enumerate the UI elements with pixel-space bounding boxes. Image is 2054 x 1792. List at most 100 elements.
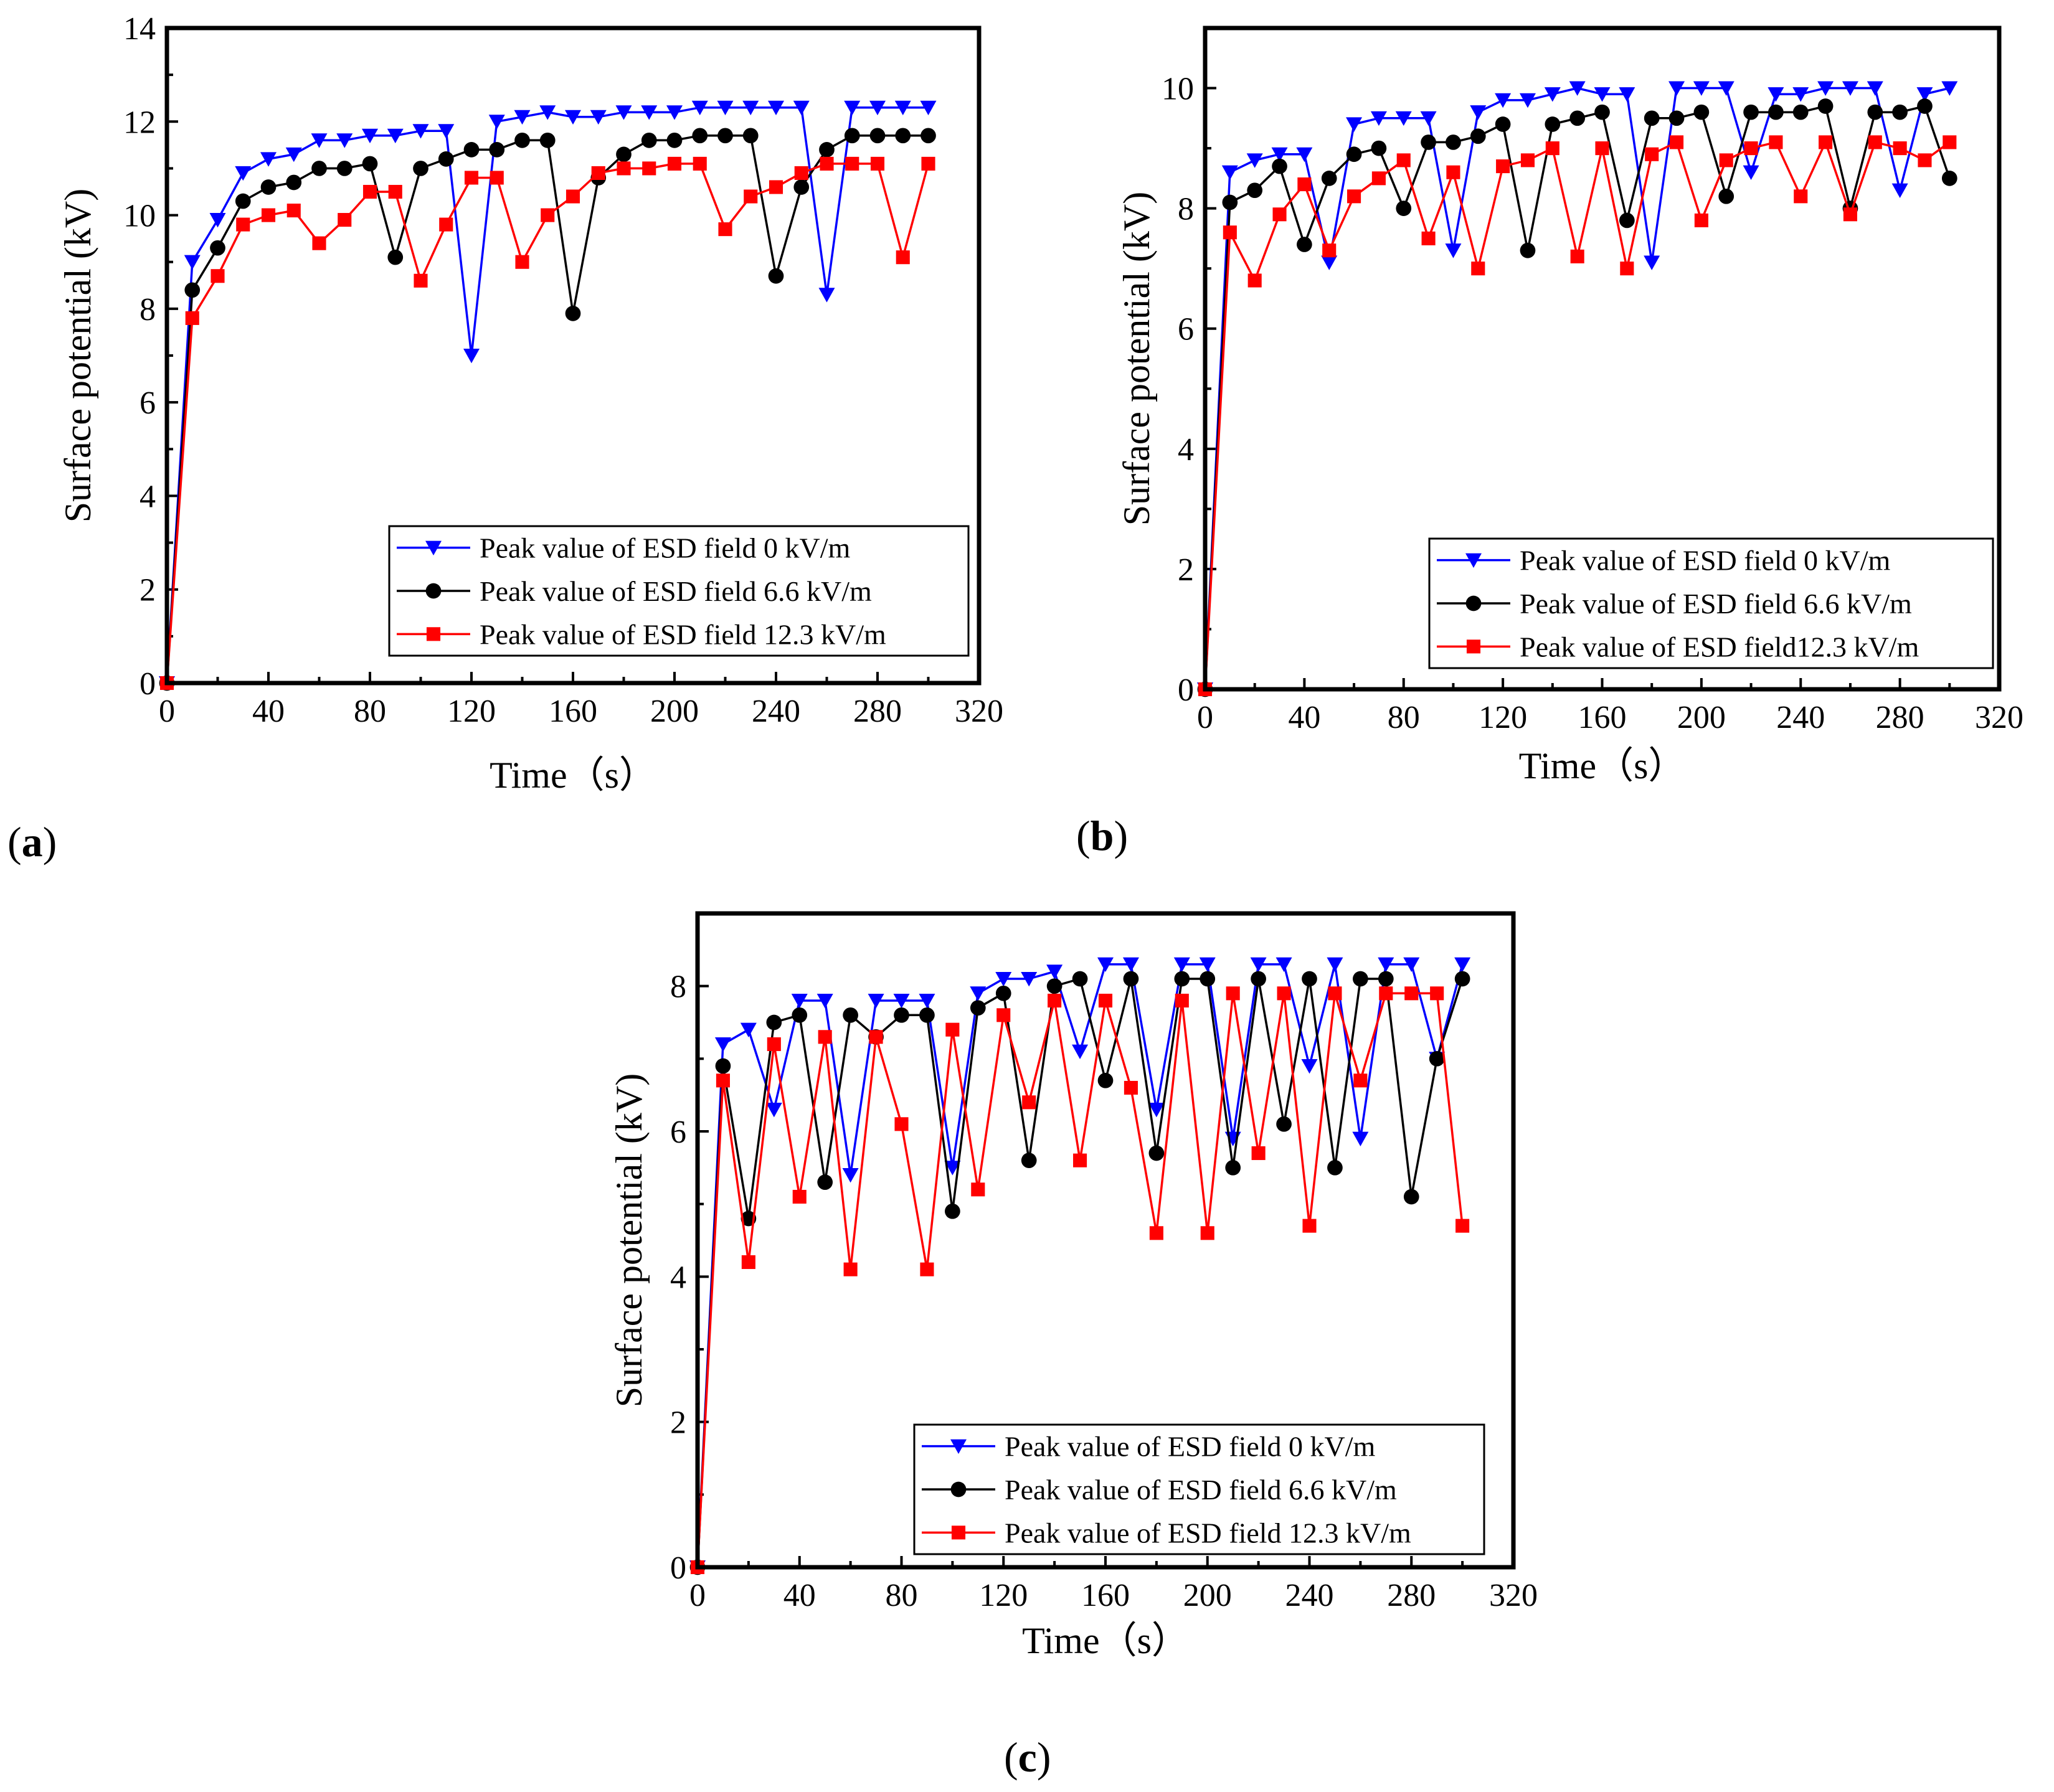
data-point-series-1 xyxy=(1867,104,1883,120)
legend-label-2: Peak value of ESD field 12.3 kV/m xyxy=(480,618,886,650)
data-point-series-2 xyxy=(996,1008,1011,1022)
y-tick-label: 6 xyxy=(1178,312,1194,347)
y-tick-label: 12 xyxy=(123,105,156,140)
data-point-series-0 xyxy=(1668,81,1685,96)
data-point-series-1 xyxy=(1817,98,1834,114)
data-point-series-2 xyxy=(896,250,910,265)
data-point-series-0 xyxy=(1792,87,1809,102)
data-point-series-0 xyxy=(1221,165,1238,181)
chart-panel-b: 0 40 80 120 160 200 240 280 320 0 2 4 6 8 10 Time（s） Sur… xyxy=(1076,26,2023,859)
data-point-series-0 xyxy=(387,128,404,144)
data-point-series-2 xyxy=(667,156,682,171)
legend-label-1: Peak value of ESD field 6.6 kV/m xyxy=(1005,1474,1397,1506)
data-point-series-1 xyxy=(1123,971,1139,987)
data-point-series-1 xyxy=(438,151,454,167)
x-tick-label: 240 xyxy=(1776,700,1825,735)
data-point-series-2 xyxy=(312,236,326,250)
data-point-series-2 xyxy=(1843,207,1857,222)
data-point-series-1 xyxy=(1222,194,1238,210)
data-point-series-1 xyxy=(463,142,480,158)
data-point-series-1 xyxy=(1743,104,1759,120)
data-point-series-1 xyxy=(539,132,556,148)
data-point-series-0 xyxy=(893,993,910,1009)
data-point-series-2 xyxy=(1396,153,1411,167)
legend: Peak value of ESD field 0 kV/m Peak value… xyxy=(388,525,970,657)
data-point-series-1 xyxy=(717,128,733,144)
data-point-series-0 xyxy=(1941,81,1958,96)
data-point-series-2 xyxy=(1404,986,1419,1001)
data-point-series-0 xyxy=(1569,81,1586,96)
data-point-series-0 xyxy=(894,100,911,116)
data-point-series-0 xyxy=(816,993,833,1009)
data-point-series-2 xyxy=(1455,1219,1470,1233)
data-point-series-0 xyxy=(260,152,277,167)
data-point-series-0 xyxy=(1346,117,1363,132)
x-tick-label: 200 xyxy=(1677,700,1726,735)
y-axis-title: Surface potential (kV) xyxy=(57,189,98,522)
data-point-series-1 xyxy=(641,132,657,148)
x-tick-label: 120 xyxy=(447,694,496,729)
data-point-series-1 xyxy=(1321,171,1337,186)
data-point-series-0 xyxy=(1296,147,1313,163)
data-point-series-2 xyxy=(1175,993,1189,1008)
data-point-series-1 xyxy=(1247,182,1263,199)
data-point-series-1 xyxy=(843,1007,858,1023)
data-point-series-1 xyxy=(692,128,708,144)
data-point-series-0 xyxy=(995,971,1012,987)
data-point-series-0 xyxy=(1097,957,1114,973)
data-point-series-1 xyxy=(1941,171,1957,186)
data-point-series-1 xyxy=(1569,110,1586,126)
y-tick-label: 4 xyxy=(140,479,156,514)
data-point-series-2 xyxy=(1943,135,1957,149)
y-tick-label: 6 xyxy=(140,385,156,421)
x-tick-label: 280 xyxy=(1876,700,1924,735)
x-tick-label: 160 xyxy=(549,694,597,729)
y-tick-label: 8 xyxy=(140,292,156,328)
data-point-series-2 xyxy=(1022,1095,1036,1110)
data-point-series-0 xyxy=(1495,93,1512,108)
data-point-series-2 xyxy=(1247,273,1262,288)
x-tick-label: 280 xyxy=(1387,1578,1436,1613)
data-point-series-2 xyxy=(794,166,808,180)
data-point-series-1 xyxy=(1545,116,1561,132)
y-tick-label: 6 xyxy=(670,1115,686,1150)
chart-panel-c: 0 40 80 120 160 200 240 280 320 0 2 4 6 8 Time（s） Surfa… xyxy=(608,911,1538,1781)
data-point-series-2 xyxy=(1868,135,1882,149)
x-tick-label: 200 xyxy=(1183,1578,1232,1613)
data-point-series-1 xyxy=(1297,237,1312,252)
data-point-series-1 xyxy=(1021,1153,1037,1169)
data-point-series-0 xyxy=(1370,111,1387,126)
x-tick-label: 160 xyxy=(1081,1578,1130,1613)
y-tick-label: 2 xyxy=(140,573,156,608)
data-point-series-0 xyxy=(1301,1059,1318,1074)
data-point-series-1 xyxy=(1072,971,1088,987)
x-tick-label: 240 xyxy=(1285,1578,1334,1613)
y-tick-label: 0 xyxy=(670,1550,686,1586)
data-point-series-0 xyxy=(1768,87,1784,102)
data-point-series-1 xyxy=(565,306,581,321)
data-point-series-1 xyxy=(1768,104,1784,120)
data-point-series-1 xyxy=(1917,98,1933,114)
legend-marker-2 xyxy=(1466,639,1481,654)
data-point-series-0 xyxy=(1743,165,1759,181)
data-point-series-1 xyxy=(1302,971,1317,987)
data-point-series-1 xyxy=(489,142,505,158)
data-point-series-2 xyxy=(362,184,377,199)
data-point-series-2 xyxy=(869,1030,883,1044)
data-point-series-1 xyxy=(1668,110,1685,126)
data-point-series-0 xyxy=(311,133,328,148)
data-point-series-2 xyxy=(541,208,555,222)
data-point-series-2 xyxy=(1328,986,1342,1001)
data-point-series-0 xyxy=(1891,183,1908,199)
data-point-series-2 xyxy=(1277,986,1291,1001)
data-point-series-0 xyxy=(970,986,987,1001)
data-point-series-0 xyxy=(1867,81,1883,96)
data-point-series-0 xyxy=(1445,243,1462,258)
data-point-series-2 xyxy=(1719,153,1733,167)
data-point-series-2 xyxy=(744,189,758,204)
data-point-series-1 xyxy=(1421,134,1436,150)
data-point-series-1 xyxy=(1225,1159,1241,1176)
data-point-series-1 xyxy=(921,128,936,144)
data-point-series-1 xyxy=(260,179,277,195)
